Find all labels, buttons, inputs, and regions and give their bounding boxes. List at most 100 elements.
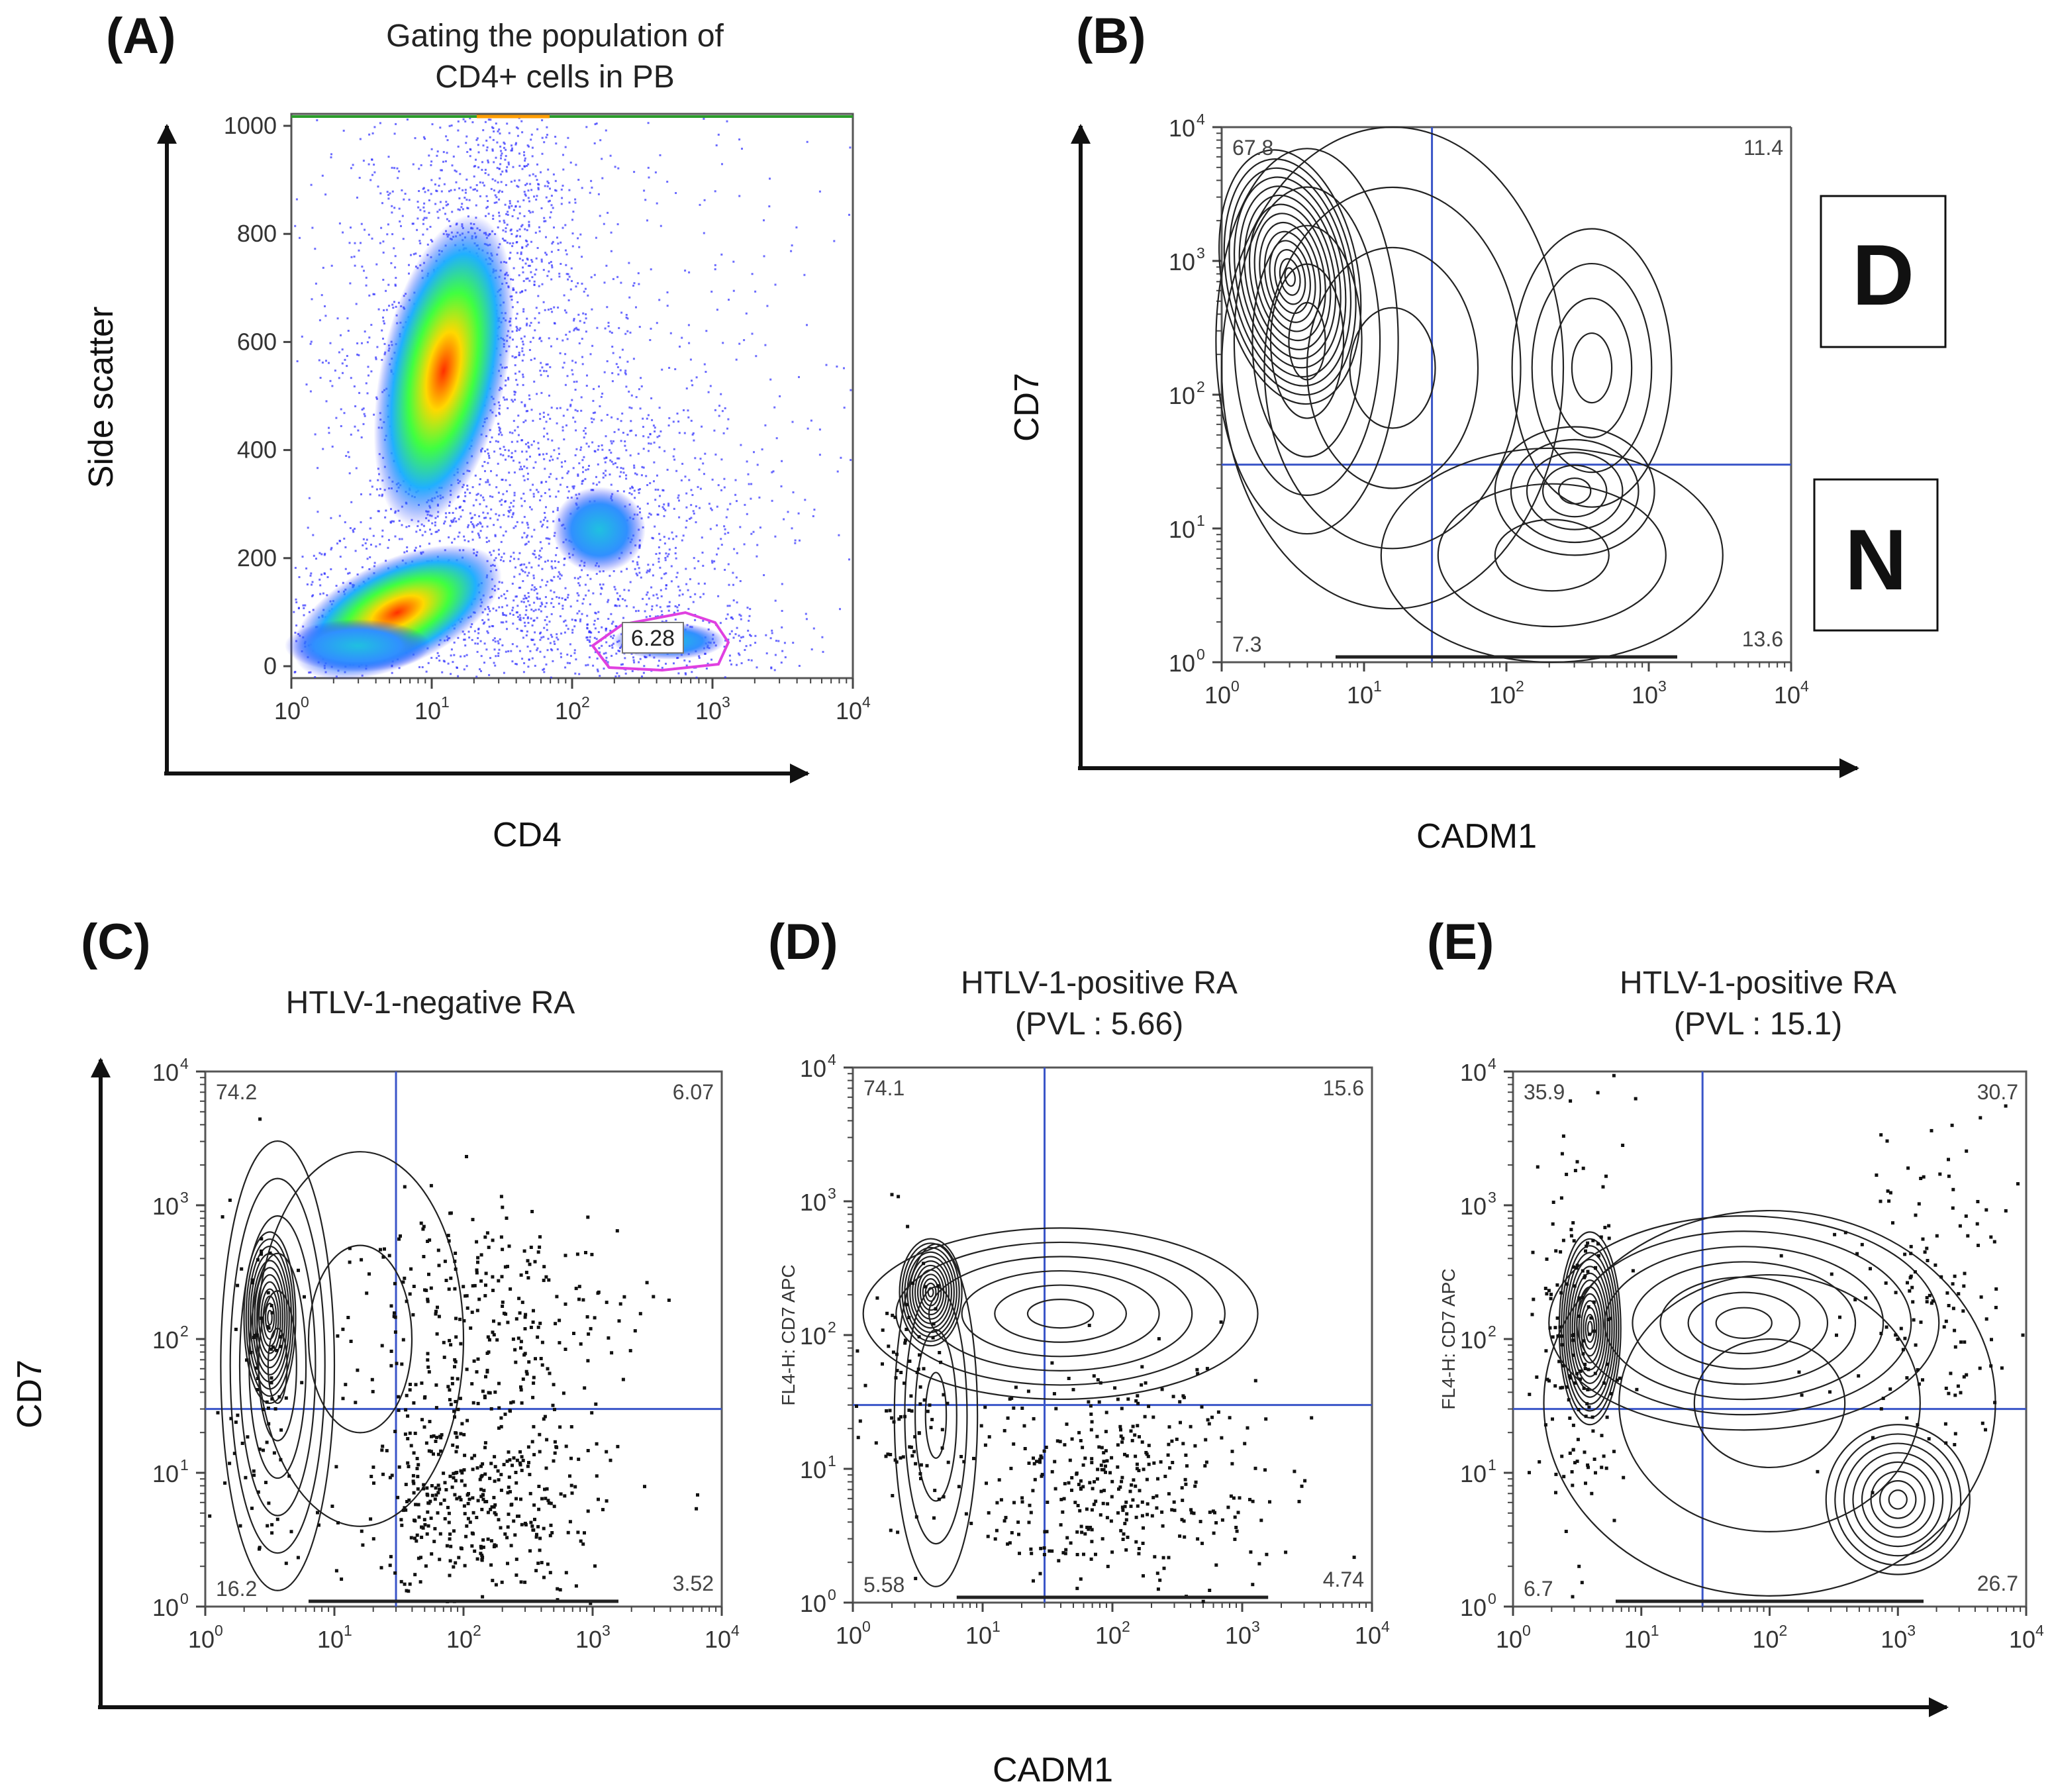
- scatter-dot: [536, 649, 538, 652]
- scatter-dot: [467, 1497, 471, 1501]
- scatter-dot: [517, 185, 520, 188]
- scatter-dot: [348, 572, 351, 574]
- scatter-dot: [447, 1511, 451, 1515]
- scatter-dot: [450, 673, 452, 675]
- scatter-dot: [586, 1509, 590, 1513]
- scatter-dot: [507, 1475, 511, 1479]
- scatter-dot: [742, 636, 744, 638]
- contour-line: [245, 1238, 295, 1397]
- scatter-dot: [539, 638, 542, 641]
- scatter-dot: [295, 598, 297, 601]
- scatter-dot: [524, 1369, 528, 1373]
- scatter-dot: [406, 119, 409, 121]
- scatter-dot: [668, 548, 671, 551]
- scatter-dot: [528, 1491, 532, 1495]
- scatter-dot: [532, 1381, 536, 1385]
- scatter-dot: [350, 377, 352, 379]
- scatter-dot: [589, 640, 591, 643]
- scatter-dot: [567, 470, 569, 473]
- scatter-dot: [320, 294, 323, 297]
- scatter-dot: [441, 671, 444, 673]
- scatter-dot: [638, 507, 641, 510]
- scatter-dot: [761, 448, 763, 451]
- scatter-dot: [405, 1500, 409, 1503]
- scatter-dot: [654, 615, 657, 618]
- scatter-dot: [540, 547, 543, 550]
- scatter-dot: [552, 240, 554, 243]
- scatter-dot: [364, 542, 367, 544]
- scatter-dot: [434, 1383, 438, 1387]
- scatter-dot: [529, 211, 532, 214]
- scatter-dot: [339, 556, 342, 558]
- scatter-dot: [455, 1497, 459, 1501]
- scatter-dot: [528, 658, 530, 661]
- scatter-dot: [395, 305, 397, 308]
- scatter-dot: [442, 207, 444, 209]
- scatter-dot: [399, 1234, 402, 1238]
- scatter-dot: [404, 1483, 408, 1487]
- scatter-dot: [506, 1320, 510, 1324]
- scatter-dot: [646, 593, 648, 596]
- scatter-dot: [552, 1459, 556, 1463]
- scatter-dot: [577, 282, 579, 285]
- scatter-dot: [795, 226, 798, 228]
- scatter-dot: [452, 155, 455, 158]
- scatter-dot: [664, 557, 667, 559]
- scatter-dot: [400, 224, 402, 227]
- scatter-dot: [481, 1462, 485, 1466]
- scatter-dot: [689, 518, 691, 520]
- scatter-dot: [422, 233, 424, 236]
- scatter-dot: [564, 666, 567, 669]
- scatter-dot: [361, 1543, 365, 1547]
- scatter-dot: [497, 1279, 501, 1283]
- scatter-dot: [735, 576, 738, 579]
- scatter-dot: [500, 150, 503, 152]
- scatter-dot: [515, 235, 518, 238]
- scatter-dot: [375, 358, 377, 360]
- scatter-dot: [415, 1457, 419, 1460]
- scatter-dot: [544, 492, 546, 494]
- scatter-dot: [364, 228, 366, 231]
- scatter-dot: [517, 434, 520, 436]
- scatter-dot: [543, 435, 545, 438]
- scatter-dot: [363, 270, 365, 272]
- scatter-dot: [568, 275, 571, 278]
- scatter-dot: [538, 1432, 542, 1436]
- scatter-dot: [564, 146, 567, 148]
- scatter-dot: [452, 1529, 456, 1533]
- scatter-dot: [724, 639, 727, 642]
- scatter-dot: [419, 1556, 422, 1560]
- scatter-dot: [488, 625, 491, 628]
- scatter-dot: [289, 1530, 293, 1534]
- scatter-dot: [449, 1403, 453, 1407]
- scatter-dot: [836, 470, 839, 473]
- contour-line: [1251, 224, 1363, 458]
- scatter-dot: [495, 655, 497, 658]
- scatter-dot: [518, 1463, 522, 1467]
- scatter-dot: [447, 203, 450, 206]
- scatter-dot: [640, 576, 642, 579]
- scatter-dot: [553, 1451, 557, 1455]
- scatter-dot: [536, 592, 538, 595]
- scatter-dot: [562, 605, 564, 607]
- scatter-dot: [632, 358, 635, 360]
- scatter-dot: [358, 391, 361, 394]
- scatter-dot: [436, 1248, 440, 1252]
- scatter-dot: [825, 364, 828, 366]
- scatter-dot: [551, 311, 554, 313]
- scatter-dot: [527, 540, 530, 543]
- scatter-dot: [481, 181, 484, 184]
- scatter-dot: [486, 1511, 490, 1515]
- scatter-dot: [500, 181, 503, 183]
- scatter-dot: [690, 489, 693, 491]
- scatter-dot: [609, 1458, 612, 1462]
- scatter-dot: [743, 339, 746, 342]
- scatter-dot: [544, 1466, 548, 1470]
- scatter-dot: [749, 644, 752, 646]
- scatter-dot: [436, 1483, 440, 1487]
- scatter-dot: [567, 278, 569, 281]
- scatter-dot: [514, 399, 516, 401]
- scatter-dot: [653, 480, 655, 483]
- scatter-dot: [638, 489, 640, 491]
- scatter-dot: [444, 160, 447, 163]
